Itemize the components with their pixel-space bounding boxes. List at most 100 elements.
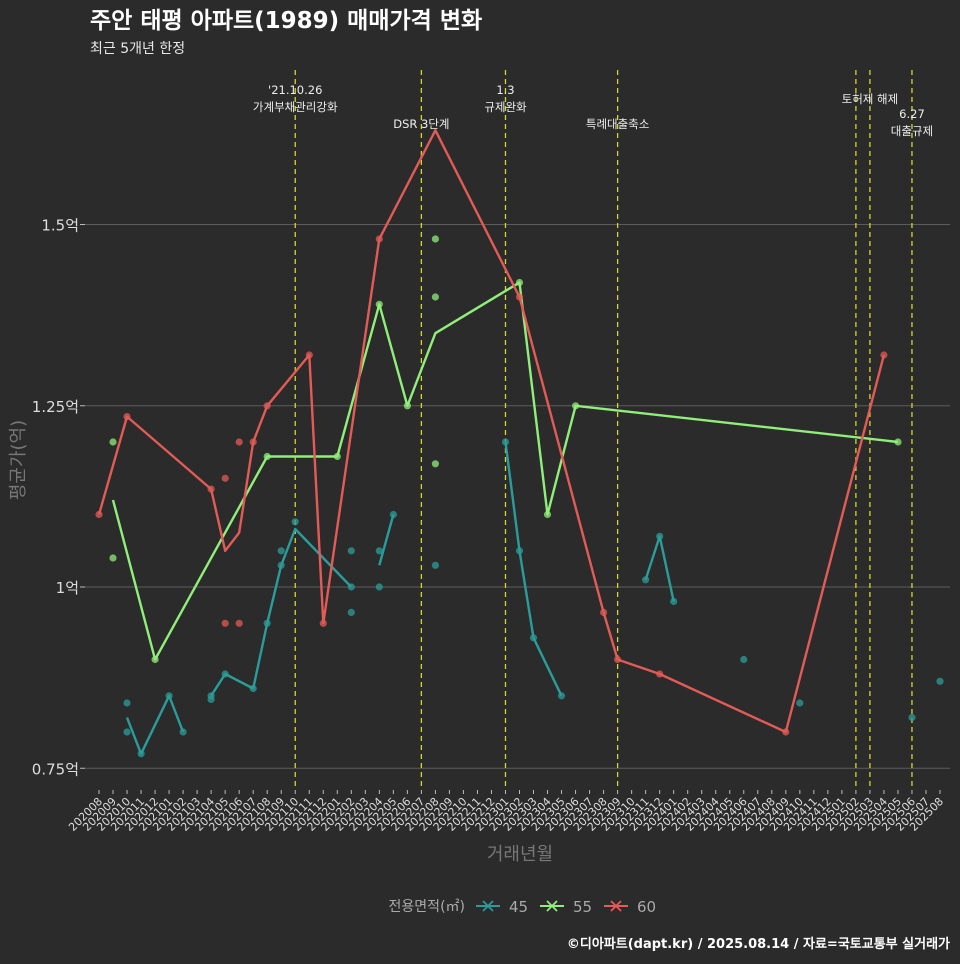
data-point-60 [614, 655, 622, 664]
policy-annotation: 토허제 해제 [842, 92, 899, 106]
data-point-45 [277, 561, 285, 569]
data-point-45 [656, 532, 664, 540]
data-point-55 [515, 278, 524, 287]
data-point-55 [109, 438, 117, 446]
data-point-55 [543, 510, 552, 519]
policy-annotation: 규제완화 [484, 100, 527, 114]
data-point-45 [123, 699, 131, 707]
policy-annotation: 1.3 [496, 83, 514, 97]
grid-lines [85, 224, 950, 769]
data-point-45 [249, 684, 257, 693]
data-point-45 [796, 699, 804, 707]
series-lines [97, 129, 899, 755]
policy-annotation: 6.27 [899, 107, 925, 121]
data-point-45 [221, 670, 229, 678]
data-point-45 [347, 547, 355, 555]
data-point-45 [179, 728, 187, 736]
data-point-45 [263, 619, 271, 627]
data-point-60 [515, 293, 524, 301]
chart-title: 주안 태평 아파트(1989) 매매가격 변화 [90, 8, 482, 34]
data-point-55 [375, 300, 383, 308]
data-point-45 [501, 438, 510, 446]
policy-annotation: 가계부채관리강화 [253, 100, 338, 114]
data-point-55 [109, 554, 117, 562]
data-point-55 [333, 452, 341, 461]
data-point-45 [123, 728, 131, 736]
data-point-60 [782, 728, 790, 736]
data-point-55 [403, 402, 411, 410]
data-point-60 [880, 351, 888, 359]
data-point-45 [347, 608, 355, 617]
data-point-45 [137, 750, 145, 758]
y-tick-label: 0.75억 [32, 760, 79, 778]
data-point-55 [431, 460, 439, 468]
data-point-45 [347, 583, 355, 591]
data-point-55 [572, 402, 580, 410]
data-point-45 [207, 695, 215, 704]
data-point-45 [642, 576, 650, 584]
y-axis-label: 평균가(억) [8, 420, 29, 500]
y-tick-label: 1.25억 [32, 398, 79, 416]
data-point-60 [305, 351, 313, 359]
chart-subtitle: 최근 5개년 한정 [90, 41, 185, 57]
series-line-45 [644, 535, 675, 602]
legend-label-45: 45 [509, 898, 528, 916]
policy-annotation: 특례대출축소 [586, 117, 649, 131]
data-point-45 [277, 547, 285, 555]
series-line-45 [504, 441, 563, 697]
data-point-45 [670, 597, 678, 606]
data-point-60 [600, 608, 608, 617]
data-point-60 [221, 619, 229, 627]
legend-label-60: 60 [637, 898, 656, 916]
y-tick-label: 1.5억 [41, 217, 79, 235]
y-tick-label: 1억 [56, 579, 79, 597]
data-point-45 [291, 518, 299, 526]
data-point-55 [431, 293, 439, 301]
series-line-45 [125, 694, 185, 755]
legend-key-cross [546, 900, 558, 912]
data-point-60 [375, 235, 383, 243]
data-point-45 [936, 677, 944, 685]
data-point-45 [908, 713, 916, 722]
x-axis-label: 거래년월 [487, 844, 553, 865]
legend-key-cross [482, 900, 494, 912]
y-axis: 0.75억 1억 1.25억 1.5억 [32, 217, 85, 778]
data-point-55 [894, 438, 902, 446]
data-point-45 [431, 561, 439, 569]
data-point-60 [263, 402, 271, 410]
data-point-60 [235, 619, 243, 627]
data-point-45 [375, 547, 383, 555]
data-point-45 [740, 655, 748, 664]
data-point-55 [431, 235, 439, 243]
data-point-45 [515, 547, 524, 555]
legend-label-55: 55 [573, 898, 592, 916]
data-point-55 [151, 655, 159, 664]
data-point-45 [165, 692, 173, 700]
policy-annotation: '21.10.26 [268, 83, 322, 97]
data-point-60 [95, 510, 103, 519]
data-point-45 [389, 510, 397, 519]
data-point-60 [207, 485, 215, 493]
data-point-45 [529, 634, 538, 642]
policy-annotation: 대출규제 [891, 124, 933, 138]
series-line-45 [378, 514, 395, 566]
x-axis: 2020082020092020102020112020122021012021… [66, 790, 946, 834]
data-point-55 [263, 452, 271, 461]
data-point-60 [123, 413, 131, 421]
data-point-60 [221, 474, 229, 482]
data-point-60 [656, 670, 664, 678]
data-point-60 [235, 438, 243, 446]
legend: 전용면적(㎡) 45 55 60 [389, 898, 657, 916]
data-point-45 [557, 692, 566, 700]
legend-title: 전용면적(㎡) [389, 899, 465, 915]
source-caption: ©디아파트(dapt.kr) / 2025.08.14 / 자료=국토교통부 실… [567, 936, 950, 952]
data-point-45 [375, 583, 383, 591]
series-line-60 [97, 129, 886, 734]
legend-key-cross [610, 900, 622, 912]
data-point-60 [249, 438, 257, 446]
series-points [95, 235, 944, 758]
data-point-60 [319, 619, 327, 627]
